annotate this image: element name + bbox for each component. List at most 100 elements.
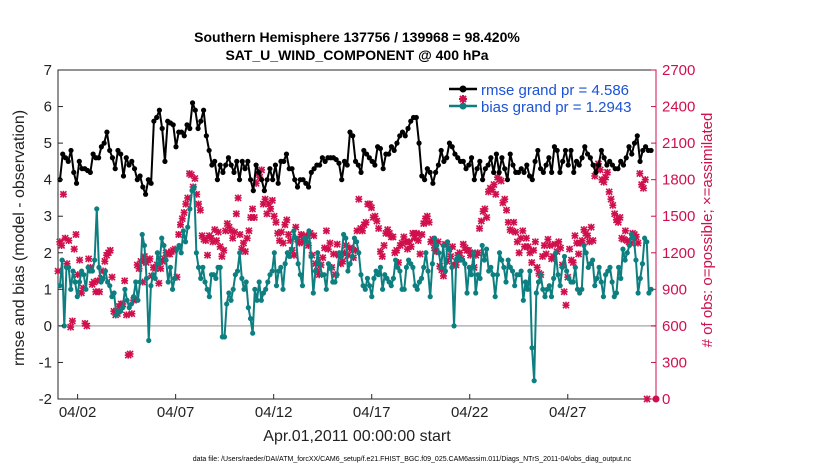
bias-point <box>250 330 256 336</box>
bias-point <box>525 286 531 292</box>
obs-count-point <box>522 234 530 242</box>
bias-point <box>76 279 83 285</box>
obs-count-point <box>65 237 73 245</box>
rmse-point <box>546 155 552 161</box>
obs-count-point <box>607 195 615 203</box>
obs-count-point <box>587 223 595 231</box>
obs-count-point <box>191 174 199 183</box>
legend-rmse-label: rmse grand pr = 4.586 <box>481 82 629 99</box>
rmse-point <box>206 147 212 154</box>
rmse-point <box>272 162 279 168</box>
bias-point <box>347 261 353 267</box>
obs-count-point <box>634 239 642 247</box>
rmse-point <box>554 147 560 154</box>
bias-point <box>306 228 312 234</box>
bias-point <box>146 337 152 344</box>
obs-count-point <box>178 215 186 223</box>
rmse-point <box>60 151 66 157</box>
rmse-point <box>65 158 71 164</box>
bias-point <box>367 283 373 289</box>
bias-point <box>442 268 448 274</box>
bias-point <box>598 279 604 285</box>
rmse-point <box>421 177 428 183</box>
rmse-point <box>303 180 309 186</box>
obs-count-point <box>76 256 84 264</box>
rmse-point <box>504 177 511 183</box>
bias-point <box>369 294 375 300</box>
rmse-point <box>377 145 383 152</box>
obs-count-point <box>68 317 76 325</box>
bias-point <box>137 279 143 285</box>
rmse-point <box>507 151 513 157</box>
rmse-point <box>305 184 312 190</box>
obs-count-point <box>362 218 370 226</box>
y-tick-label: 7 <box>44 62 52 79</box>
rmse-point <box>264 177 270 183</box>
rmse-point <box>582 144 588 150</box>
bias-point <box>553 250 559 256</box>
bias-point <box>83 286 89 292</box>
bias-point <box>297 272 303 278</box>
bias-point <box>392 257 399 263</box>
y-axis-label: rmse and bias (model - observation) <box>11 110 28 366</box>
bias-point <box>286 253 293 260</box>
obs-count-point <box>268 196 276 204</box>
bias-point <box>245 305 251 311</box>
rmse-point <box>372 162 378 168</box>
rmse-point <box>366 155 372 161</box>
bias-point <box>438 264 444 270</box>
rmse-point <box>333 156 339 163</box>
obs-count-point <box>182 200 190 208</box>
bias-point <box>139 231 145 238</box>
obs-count-point <box>263 210 271 218</box>
obs-count-point <box>481 205 489 213</box>
rmse-point <box>189 100 196 106</box>
rmse-point <box>322 158 328 164</box>
obs-count-point <box>241 247 249 256</box>
bias-point <box>421 264 427 270</box>
chart-subtitle: SAT_U_WIND_COMPONENT @ 400 hPa <box>225 47 488 63</box>
obs-count-point <box>330 250 338 258</box>
y-right-tick-label: 2700 <box>662 62 695 79</box>
bias-point <box>263 286 269 292</box>
bias-point <box>501 264 507 270</box>
obs-count-point <box>515 249 523 257</box>
legend-bias-label: bias grand pr = 1.2943 <box>481 99 632 116</box>
rmse-point <box>156 107 162 113</box>
rmse-point <box>76 158 82 164</box>
bias-point <box>356 250 362 256</box>
obs-count-point <box>584 232 592 240</box>
rmse-point <box>468 155 475 161</box>
bias-point <box>423 250 429 256</box>
rmse-point <box>449 144 455 150</box>
bias-point <box>616 264 622 270</box>
bias-point <box>410 264 416 270</box>
obs-count-point <box>250 213 258 222</box>
bias-point <box>271 250 277 256</box>
rmse-point <box>101 140 107 146</box>
rmse-point <box>319 155 325 161</box>
rmse-point <box>413 114 419 121</box>
bias-point <box>111 290 117 296</box>
obs-count-point <box>569 258 577 267</box>
bias-point <box>141 242 148 249</box>
obs-count-point <box>220 246 228 254</box>
obs-count-point <box>270 212 278 220</box>
obs-count-point <box>324 245 332 253</box>
obs-count-point <box>510 218 518 226</box>
bias-point <box>509 268 516 274</box>
y-axis-right-label: # of obs: o=possible; ×=assimilated <box>699 113 716 348</box>
rmse-point <box>292 177 298 183</box>
bias-point <box>135 297 141 303</box>
rmse-point <box>347 129 353 135</box>
rmse-point <box>209 162 215 168</box>
bias-point <box>434 242 440 249</box>
obs-count-point <box>322 227 330 235</box>
legend: rmse grand pr = 4.586 bias grand pr = 1.… <box>449 82 632 116</box>
bias-point <box>444 239 451 245</box>
bias-point <box>252 286 258 292</box>
obs-count-point <box>502 206 511 214</box>
y-right-tick-label: 0 <box>662 391 670 408</box>
obs-count-point <box>529 246 538 254</box>
obs-count-point <box>272 218 280 226</box>
